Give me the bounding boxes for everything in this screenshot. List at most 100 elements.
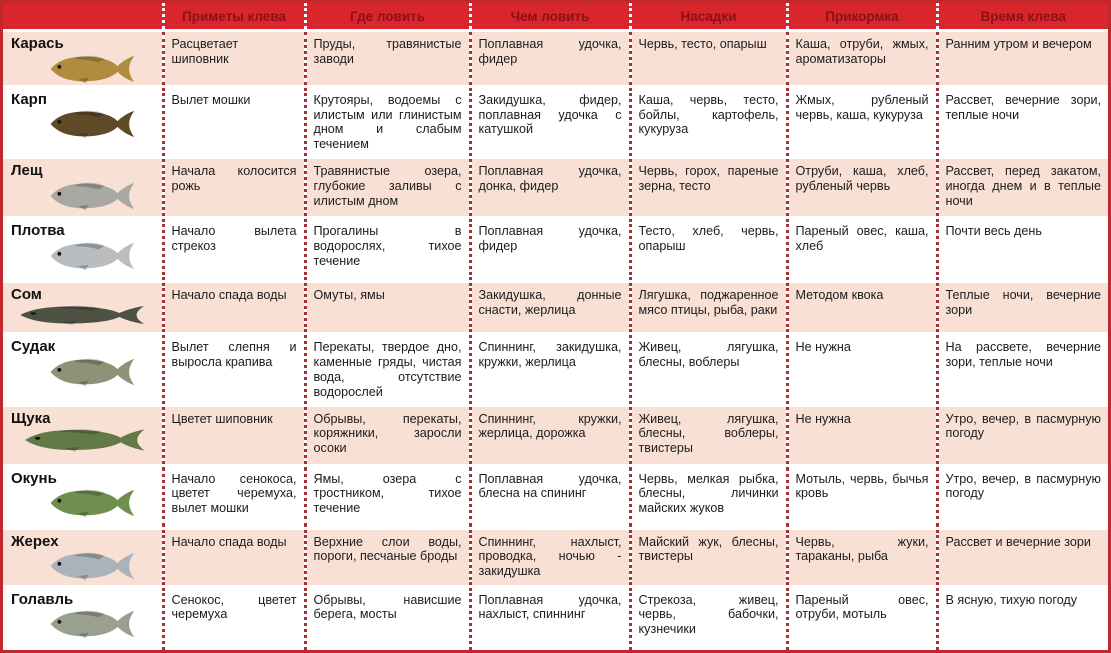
column-header-time: Время клева [935, 3, 1108, 31]
cell-signs: Начало спада воды [161, 280, 305, 334]
cell-feed: Не нужна [785, 403, 937, 466]
cell-signs: Цветет шиповник [161, 403, 305, 466]
cell-time: В ясную, тихую погоду [935, 584, 1108, 651]
cell-feed: Каша, отруби, жмых, ароматизаторы [785, 29, 937, 87]
fish-icon [34, 608, 156, 640]
fish-name: Сом [11, 286, 42, 304]
cell-tackle: Поплавная удочка, фидер [468, 29, 630, 87]
table-row: Сом Начало спада воды Омуты, ямы Закидуш… [3, 280, 1108, 334]
cell-tackle: Поплавная удочка, нахлыст, спиннинг [468, 584, 630, 651]
fish-icon [34, 240, 156, 272]
fish-cell: Жерех [3, 526, 163, 587]
cell-feed: Пареный овес, отруби, мотыль [785, 584, 937, 651]
fish-name: Щука [11, 409, 51, 427]
cell-feed: Не нужна [785, 332, 937, 406]
table-row: Щука Цветет шиповник Обрывы, перекаты, к… [3, 403, 1108, 466]
cell-where: Прогалины в водорослях, тихое течение [303, 216, 470, 282]
table-row: Жерех Начало спада воды Верхние слои вод… [3, 526, 1108, 587]
cell-baits: Живец, лягушка, блесны, воблеры, твистер… [628, 403, 787, 466]
cell-tackle: Поплавная удочка, фидер [468, 216, 630, 282]
fish-icon [34, 550, 156, 582]
cell-baits: Червь, мелкая рыбка, блесны, личинки май… [628, 463, 787, 529]
cell-baits: Червь, тесто, опарыш [628, 29, 787, 87]
fish-icon [16, 304, 156, 326]
header-fish-cell [3, 3, 163, 31]
cell-where: Верхние слои воды, пороги, песчаные брод… [303, 526, 470, 587]
cell-feed: Жмых, рубленый червь, каша, кукуруза [785, 84, 937, 158]
fish-cell: Плотва [3, 216, 163, 282]
table-row: Лещ Начала колосится рожь Травянистые оз… [3, 156, 1108, 218]
cell-signs: Вылет слепня и выросла крапива [161, 332, 305, 406]
cell-baits: Стрекоза, живец, червь, бабочки, кузнечи… [628, 584, 787, 651]
cell-where: Крутояры, водоемы с илистым или глинисты… [303, 84, 470, 158]
cell-where: Ямы, озера с тростником, тихое течение [303, 463, 470, 529]
fish-icon [21, 427, 156, 453]
header-row: Приметы клева Где ловить Чем ловить Наса… [3, 3, 1108, 31]
cell-signs: Начало спада воды [161, 526, 305, 587]
cell-time: Утро, вечер, в пасмурную погоду [935, 463, 1108, 529]
cell-tackle: Спиннинг, нахлыст, проводка, ночью - зак… [468, 526, 630, 587]
table-row: Судак Вылет слепня и выросла крапива Пер… [3, 332, 1108, 406]
cell-feed: Пареный овес, каша, хлеб [785, 216, 937, 282]
cell-signs: Вылет мошки [161, 84, 305, 158]
cell-tackle: Спиннинг, кружки, жерлица, дорожка [468, 403, 630, 466]
cell-time: Рассвет, вечерние зори, теплые ночи [935, 84, 1108, 158]
fish-name: Судак [11, 338, 56, 356]
cell-signs: Начало вылета стрекоз [161, 216, 305, 282]
fish-cell: Карась [3, 29, 163, 87]
cell-time: На рассвете, вечерние зори, теплые ночи [935, 332, 1108, 406]
column-header-baits: Насадки [628, 3, 787, 31]
fish-icon [34, 487, 156, 519]
table-row: Плотва Начало вылета стрекоз Прогалины в… [3, 216, 1108, 282]
fish-icon [34, 356, 156, 388]
fish-cell: Щука [3, 403, 163, 466]
table-row: Карп Вылет мошки Крутояры, водоемы с или… [3, 84, 1108, 158]
cell-signs: Начало сенокоса, цветет черемуха, вылет … [161, 463, 305, 529]
cell-time: Теплые ночи, вечерние зори [935, 280, 1108, 334]
fish-icon [34, 108, 156, 140]
cell-baits: Майский жук, блесны, твистеры [628, 526, 787, 587]
column-header-signs: Приметы клева [161, 3, 305, 31]
table-row: Окунь Начало сенокоса, цветет черемуха, … [3, 463, 1108, 529]
cell-feed: Методом квока [785, 280, 937, 334]
cell-feed: Червь, жуки, тараканы, рыба [785, 526, 937, 587]
fish-table: Приметы клева Где ловить Чем ловить Наса… [3, 3, 1108, 651]
fish-icon [34, 180, 156, 212]
cell-baits: Тесто, хлеб, червь, опарыш [628, 216, 787, 282]
cell-where: Травянистые озера, глубокие заливы с или… [303, 156, 470, 218]
fish-name: Лещ [11, 162, 43, 180]
fish-cell: Судак [3, 332, 163, 406]
column-header-feed: Прикормка [785, 3, 937, 31]
table-row: Голавль Сенокос, цветет черемуха Обрывы,… [3, 584, 1108, 651]
fish-cell: Карп [3, 84, 163, 158]
cell-signs: Начала колосится рожь [161, 156, 305, 218]
fish-name: Карась [11, 35, 64, 52]
fish-name: Жерех [11, 532, 59, 550]
cell-tackle: Спиннинг, закидушка, кружки, жерлица [468, 332, 630, 406]
fish-name: Голавль [11, 590, 74, 608]
fish-cell: Окунь [3, 463, 163, 529]
column-header-where: Где ловить [303, 3, 470, 31]
cell-where: Омуты, ямы [303, 280, 470, 334]
cell-baits: Лягушка, поджаренное мясо птицы, рыба, р… [628, 280, 787, 334]
cell-baits: Червь, горох, пареные зерна, тесто [628, 156, 787, 218]
cell-baits: Каша, червь, тесто, бойлы, картофель, ку… [628, 84, 787, 158]
cell-feed: Мотыль, червь, бычья кровь [785, 463, 937, 529]
column-header-tackle: Чем ловить [468, 3, 630, 31]
cell-where: Обрывы, нависшие берега, мосты [303, 584, 470, 651]
cell-time: Почти весь день [935, 216, 1108, 282]
cell-tackle: Закидушка, фидер, поплавная удочка с кат… [468, 84, 630, 158]
cell-time: Рассвет и вечерние зори [935, 526, 1108, 587]
cell-time: Рассвет, перед закатом, иногда днем и в … [935, 156, 1108, 218]
cell-signs: Сенокос, цветет черемуха [161, 584, 305, 651]
cell-tackle: Поплавная удочка, блесна на спининг [468, 463, 630, 529]
table-row: Карась Расцветает шиповник Пруды, травян… [3, 29, 1108, 87]
cell-feed: Отруби, каша, хлеб, рубленый червь [785, 156, 937, 218]
cell-time: Ранним утром и вечером [935, 29, 1108, 87]
cell-baits: Живец, лягушка, блесны, воблеры [628, 332, 787, 406]
fish-name: Карп [11, 90, 47, 108]
fish-cell: Лещ [3, 156, 163, 218]
fish-name: Плотва [11, 222, 65, 240]
fish-cell: Голавль [3, 584, 163, 651]
